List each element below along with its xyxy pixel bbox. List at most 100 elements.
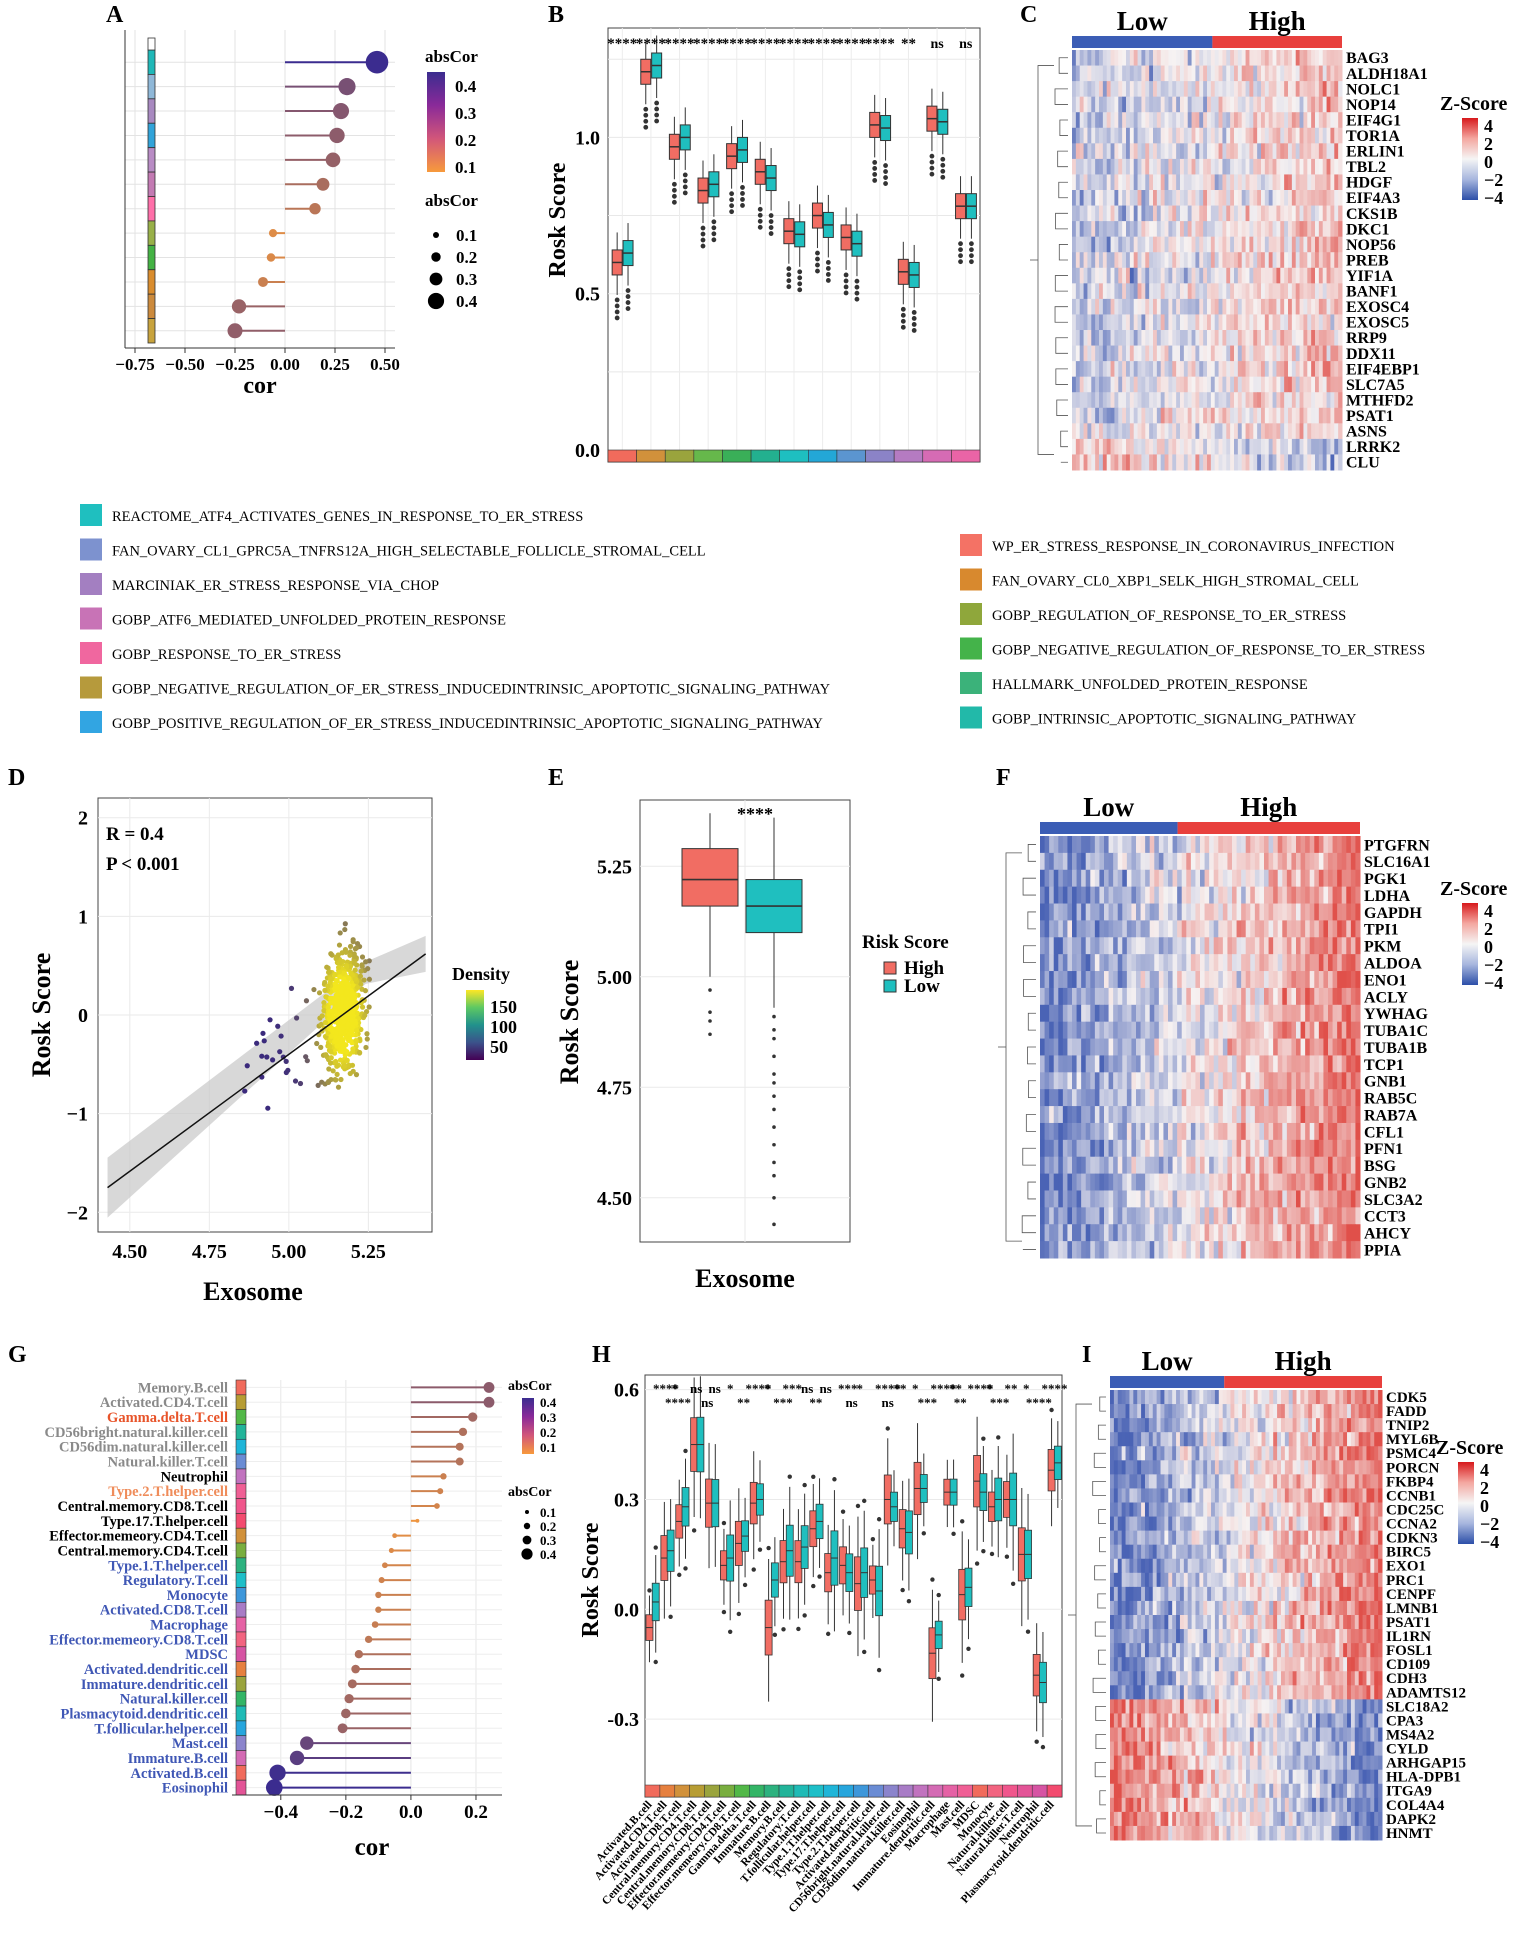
- heatmap-cell: [1322, 298, 1328, 315]
- heatmap-cell: [1277, 852, 1283, 871]
- heatmap-cell: [1190, 1072, 1196, 1090]
- heatmap-cell: [1245, 252, 1250, 269]
- scatter-point: [330, 1068, 336, 1074]
- heatmap-cell: [1300, 1089, 1306, 1107]
- heatmap-cell: [1261, 454, 1266, 471]
- heatmap-cell: [1044, 1156, 1050, 1175]
- heatmap-cell: [1234, 454, 1239, 471]
- heatmap-cell: [1307, 174, 1312, 191]
- heatmap-cell: [1311, 158, 1316, 175]
- scatter-point: [288, 985, 295, 991]
- heatmap-cell: [1218, 252, 1223, 269]
- heatmap-cell: [1261, 330, 1266, 347]
- heatmap-cell: [1241, 1156, 1247, 1175]
- heatmap-cell: [1190, 937, 1196, 955]
- heatmap-cell: [1122, 407, 1127, 424]
- heatmap-cell: [1087, 407, 1092, 424]
- heatmap-cell: [1210, 330, 1216, 347]
- heatmap-cell: [1083, 438, 1088, 455]
- heatmap-cell: [1222, 1021, 1228, 1040]
- heatmap-cell: [1106, 330, 1112, 347]
- heatmap-cell: [1094, 1207, 1100, 1225]
- heatmap-cell: [1245, 1038, 1251, 1056]
- heatmap-cell: [1232, 1241, 1238, 1259]
- heatmap-cell: [1346, 1021, 1352, 1040]
- heatmap-cell: [1091, 50, 1096, 67]
- group-color-cell: [636, 449, 666, 463]
- gene-label: TUBA1B: [1364, 1040, 1427, 1057]
- heatmap-cell: [1094, 1139, 1100, 1158]
- heatmap-cell: [1190, 1089, 1196, 1107]
- heatmap-cell: [1199, 143, 1204, 160]
- heatmap-cell: [1330, 174, 1335, 191]
- heatmap-cell: [1273, 971, 1279, 989]
- heatmap-cell: [1245, 158, 1250, 175]
- heatmap-cell: [1210, 174, 1216, 191]
- heatmap-cell: [1117, 937, 1123, 955]
- heatmap-cell: [1195, 954, 1201, 972]
- heatmap-cell: [1264, 1173, 1270, 1191]
- heatmap-cell: [1183, 392, 1189, 409]
- x-tick-label: 0.25: [320, 355, 350, 374]
- heatmap-cell: [1094, 1072, 1100, 1090]
- box-outlier: [729, 209, 735, 215]
- heatmap-cell: [1337, 1139, 1343, 1158]
- heatmap-cell: [1299, 361, 1304, 378]
- heatmap-cell: [1218, 886, 1224, 905]
- heatmap-cell: [1156, 221, 1162, 238]
- heatmap-cell: [1183, 236, 1189, 253]
- box-outlier: [643, 106, 649, 112]
- heatmap-cell: [1250, 1021, 1256, 1040]
- heatmap-cell: [1234, 438, 1239, 455]
- heatmap-cell: [1195, 50, 1200, 67]
- heatmap-cell: [1180, 252, 1185, 269]
- heatmap-cell: [1291, 345, 1297, 362]
- legend-color-tick: 0.4: [540, 1395, 557, 1410]
- heatmap-cell: [1309, 1190, 1315, 1208]
- heatmap-cell: [1153, 65, 1158, 82]
- heatmap-cell: [1326, 174, 1331, 191]
- heatmap-cell: [1133, 252, 1139, 269]
- heatmap-cell: [1122, 1122, 1128, 1141]
- heatmap-cell: [1280, 345, 1285, 362]
- heatmap-cell: [1288, 298, 1293, 315]
- box-outlier: [843, 278, 849, 284]
- heatmap-cell: [1355, 1072, 1361, 1090]
- heatmap-cell: [1245, 869, 1251, 888]
- heatmap-cell: [1168, 1173, 1174, 1191]
- heatmap-cell: [1288, 407, 1293, 424]
- heatmap-cell: [1207, 376, 1212, 393]
- heatmap-cell: [1137, 205, 1142, 222]
- heatmap-cell: [1083, 143, 1088, 160]
- heatmap-cell: [1129, 158, 1135, 175]
- heatmap-cell: [1118, 65, 1123, 82]
- heatmap-cell: [1276, 267, 1281, 284]
- heatmap-cell: [1218, 836, 1224, 854]
- heatmap-cell: [1114, 314, 1119, 331]
- scatter-point: [327, 1043, 333, 1050]
- heatmap-cell: [1261, 407, 1266, 424]
- gene-label: EXOSC5: [1346, 315, 1409, 332]
- heatmap-cell: [1291, 1122, 1297, 1141]
- heatmap-cell: [1214, 127, 1220, 144]
- heatmap-cell: [1053, 1122, 1059, 1141]
- heatmap-cell: [1176, 376, 1181, 393]
- heatmap-cell: [1168, 1139, 1174, 1158]
- heatmap-cell: [1113, 1139, 1119, 1158]
- heatmap-cell: [1207, 143, 1212, 160]
- heatmap-cell: [1177, 987, 1183, 1006]
- heatmap-cell: [1203, 205, 1208, 222]
- heatmap-cell: [1079, 65, 1085, 82]
- heatmap-cell: [1232, 954, 1238, 972]
- heatmap-cell: [1264, 937, 1270, 955]
- heatmap-cell: [1158, 1173, 1164, 1191]
- heatmap-cell: [1126, 174, 1131, 191]
- heatmap-cell: [1257, 143, 1262, 160]
- heatmap-cell: [1108, 1055, 1114, 1073]
- heatmap-cell: [1222, 1004, 1228, 1023]
- heatmap-cell: [1200, 1173, 1206, 1191]
- legend-size-tick: 0.2: [456, 248, 477, 267]
- heatmap-cell: [1153, 158, 1158, 175]
- heatmap-cell: [1133, 330, 1139, 347]
- heatmap-cell: [1341, 1021, 1347, 1040]
